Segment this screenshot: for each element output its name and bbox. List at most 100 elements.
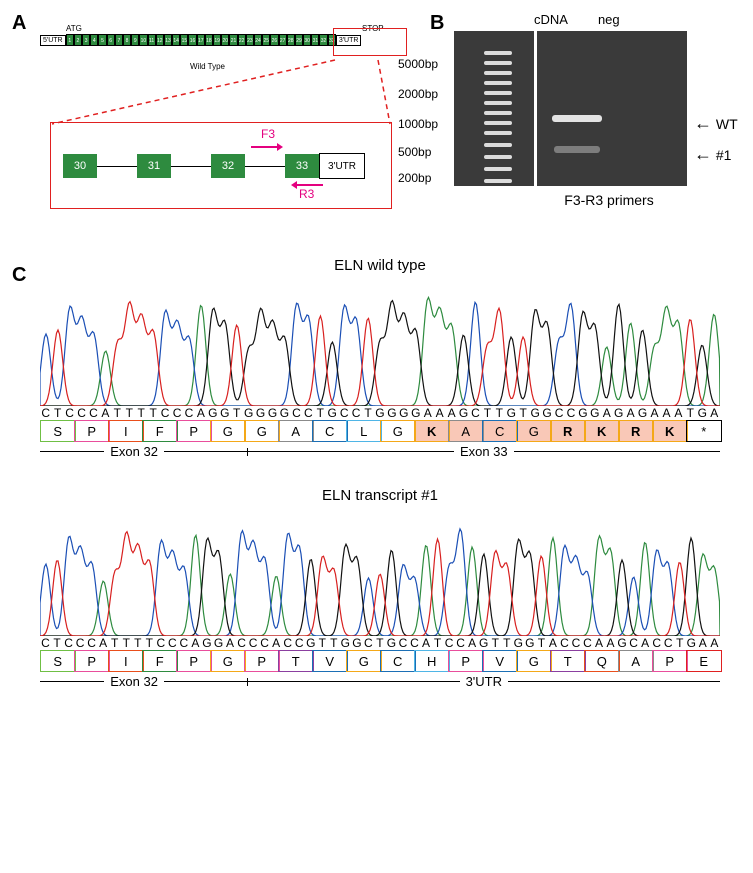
exon-box: 26 bbox=[270, 34, 278, 46]
base-letter: A bbox=[697, 636, 709, 650]
base-letter: T bbox=[518, 406, 530, 420]
exon-box: 18 bbox=[205, 34, 213, 46]
amino-cell: C bbox=[380, 650, 416, 672]
base-letter: G bbox=[243, 406, 255, 420]
amino-cell: G bbox=[210, 420, 246, 442]
base-letter: C bbox=[282, 636, 294, 650]
lane-cdna-label: cDNA bbox=[534, 12, 568, 27]
base-letter: T bbox=[362, 406, 374, 420]
base-letter: C bbox=[40, 406, 52, 420]
ladder-band bbox=[484, 81, 512, 85]
base-letter: A bbox=[547, 636, 559, 650]
zoom-source-outline bbox=[333, 28, 407, 56]
base-letter: T bbox=[317, 636, 329, 650]
amino-cell: G bbox=[210, 650, 246, 672]
base-letter: G bbox=[458, 406, 470, 420]
base-letter: G bbox=[374, 406, 386, 420]
ladder-band bbox=[484, 111, 512, 115]
zoom-box: F3 303132333'UTR R3 bbox=[50, 122, 392, 209]
zoom-exon: 31 bbox=[137, 154, 171, 178]
base-letter: A bbox=[640, 636, 652, 650]
amino-cell: G bbox=[380, 420, 416, 442]
ladder-size-label: 200bp bbox=[398, 171, 449, 185]
amino-cell: T bbox=[550, 650, 586, 672]
exon-box: 22 bbox=[238, 34, 246, 46]
figure: A ATG STOP 5'UTR 12345678910111213141516… bbox=[12, 12, 741, 689]
base-letter: G bbox=[529, 406, 541, 420]
t1-amino-row: SPIFPGPTVGCHPVGTQAPE bbox=[40, 650, 720, 672]
base-letter: G bbox=[267, 406, 279, 420]
t1-trace bbox=[40, 506, 720, 636]
base-letter: T bbox=[121, 636, 133, 650]
exon-box: 15 bbox=[180, 34, 188, 46]
atg-label: ATG bbox=[66, 24, 82, 33]
base-letter: C bbox=[582, 636, 594, 650]
exon-box: 3 bbox=[82, 34, 90, 46]
base-letter: G bbox=[386, 636, 398, 650]
base-letter: C bbox=[303, 406, 315, 420]
base-letter: C bbox=[171, 406, 183, 420]
amino-cell: T bbox=[278, 650, 314, 672]
base-letter: G bbox=[386, 406, 398, 420]
base-letter: T bbox=[674, 636, 686, 650]
base-letter: C bbox=[236, 636, 248, 650]
t1-title: ELN transcript #1 bbox=[40, 487, 720, 504]
base-letter: C bbox=[409, 636, 421, 650]
sample-lanes bbox=[537, 31, 687, 186]
amino-cell: K bbox=[652, 420, 688, 442]
ladder-band bbox=[484, 167, 512, 171]
base-letter: G bbox=[219, 406, 231, 420]
gel-lane-labels: cDNA neg bbox=[534, 12, 734, 27]
exon-box: 24 bbox=[254, 34, 262, 46]
chromatogram-transcript1: ELN transcript #1 CTCCCATTTTCCCAGGACCCAC… bbox=[40, 487, 720, 689]
amino-cell: R bbox=[618, 420, 654, 442]
t1-sequence: CTCCCATTTTCCCAGGACCCACCGTTGGCTGCCATCCAGT… bbox=[40, 636, 720, 650]
base-letter: T bbox=[52, 636, 64, 650]
base-letter: C bbox=[75, 636, 87, 650]
exon-box: 29 bbox=[295, 34, 303, 46]
base-letter: T bbox=[685, 406, 697, 420]
base-letter: C bbox=[248, 636, 260, 650]
base-letter: A bbox=[625, 406, 637, 420]
base-letter: T bbox=[490, 636, 502, 650]
gel-caption: F3-R3 primers bbox=[484, 192, 734, 208]
exon-box: 1 bbox=[66, 34, 74, 46]
primer-r3-label: R3 bbox=[299, 187, 314, 201]
exon-box: 9 bbox=[131, 34, 139, 46]
base-letter: C bbox=[40, 636, 52, 650]
base-letter: G bbox=[541, 406, 553, 420]
exon-box: 25 bbox=[262, 34, 270, 46]
base-letter: T bbox=[144, 636, 156, 650]
amino-cell: S bbox=[40, 420, 76, 442]
base-letter: T bbox=[501, 636, 513, 650]
base-letter: C bbox=[178, 636, 190, 650]
amino-cell: K bbox=[414, 420, 450, 442]
base-letter: G bbox=[478, 636, 490, 650]
ladder-lane bbox=[454, 31, 534, 186]
exon-box: 10 bbox=[139, 34, 147, 46]
base-letter: C bbox=[294, 636, 306, 650]
chromatogram-wildtype: ELN wild type CTCCCATTTTCCCAGGTGGGGCCTGC… bbox=[40, 257, 720, 459]
exon-box: 8 bbox=[123, 34, 131, 46]
base-letter: C bbox=[155, 636, 167, 650]
base-letter: T bbox=[315, 406, 327, 420]
exon-box: 31 bbox=[311, 34, 319, 46]
ladder-band bbox=[484, 71, 512, 75]
base-letter: T bbox=[328, 636, 340, 650]
amino-cell: P bbox=[448, 650, 484, 672]
base-letter: C bbox=[397, 636, 409, 650]
base-letter: G bbox=[697, 406, 709, 420]
band-arrow-label: ← #1 bbox=[694, 144, 731, 165]
exon-box: 6 bbox=[107, 34, 115, 46]
gel-wrap: cDNA neg 5000bp2000bp1000bp500bp200bp ← … bbox=[454, 12, 734, 208]
zoom-intron bbox=[245, 166, 285, 167]
exon-box: 30 bbox=[303, 34, 311, 46]
amino-cell: A bbox=[618, 650, 654, 672]
base-letter: A bbox=[100, 406, 112, 420]
amino-cell: F bbox=[142, 650, 178, 672]
exon-box: 7 bbox=[115, 34, 123, 46]
gene-schematic: ATG STOP 5'UTR 1234567891011121314151617… bbox=[40, 34, 410, 46]
base-letter: A bbox=[594, 636, 606, 650]
amino-cell: C bbox=[312, 420, 348, 442]
base-letter: T bbox=[132, 636, 144, 650]
